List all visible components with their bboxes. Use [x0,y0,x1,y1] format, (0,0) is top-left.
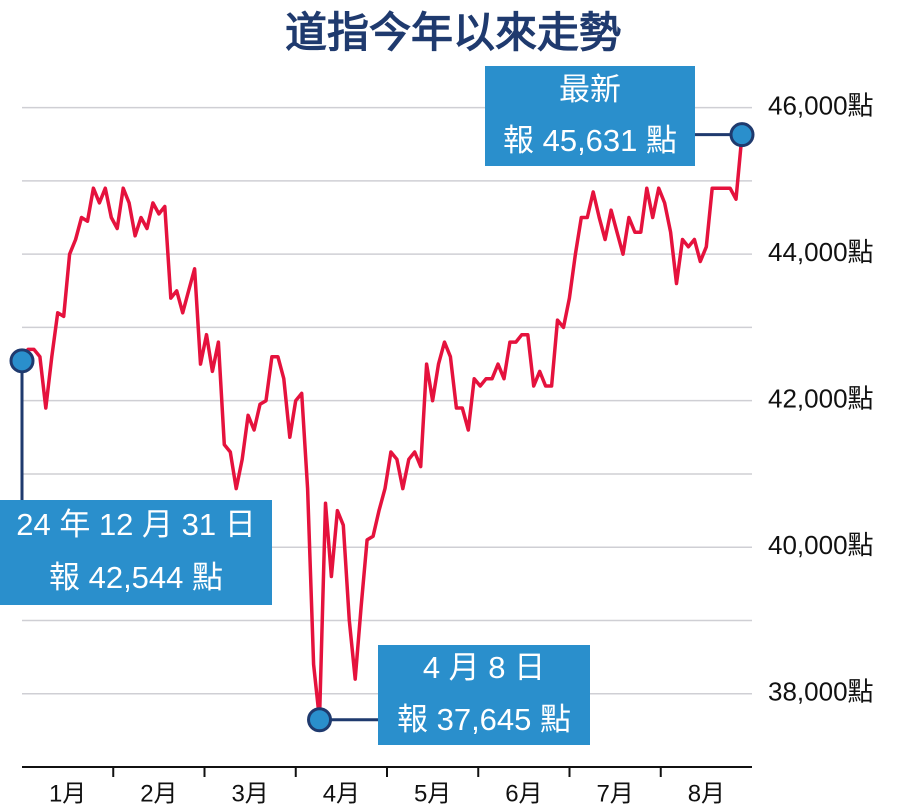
plot: 38,000點 40,000點 42,000點 44,000點 46,000點 1月 2月 3… [9,91,874,807]
x-tick-label: 8月 [688,780,725,807]
annotation-date: 24 年 12 月 31 日 [16,507,256,542]
x-tick-label: 7月 [596,780,633,807]
x-tick-label: 5月 [414,780,451,807]
chart-title: 道指今年以來走勢 [285,9,621,56]
annotation-label: 報 45,631 點 [503,123,677,158]
annotation-date: 最新 [559,72,621,107]
x-tick-label: 3月 [231,780,268,807]
y-tick-label: 38,000點 [768,677,874,707]
annotation-start: 24 年 12 月 31 日 報 42,544 點 [0,500,272,605]
annotation-box [0,500,272,605]
highlight-point [307,707,333,733]
annotation-box [378,645,590,745]
annotation-label: 報 42,544 點 [49,560,223,595]
highlight-point [729,122,755,148]
x-tick-label: 2月 [140,780,177,807]
price-line [20,134,744,722]
highlight-point [9,348,35,374]
annotation-label: 報 37,645 點 [397,702,571,737]
y-tick-label: 40,000點 [768,530,874,560]
annotation-date: 4 月 8 日 [423,650,545,685]
x-tick-label: 4月 [323,780,360,807]
y-tick-label: 44,000點 [768,237,874,267]
y-tick-label: 46,000點 [768,91,874,121]
annotation-box [485,66,695,166]
annotation-latest: 最新 報 45,631 點 [485,66,695,166]
x-tick-label: 6月 [505,780,542,807]
y-tick-label: 42,000點 [768,384,874,414]
x-tick-label: 1月 [49,780,86,807]
annotation-low: 4 月 8 日 報 37,645 點 [378,645,590,745]
